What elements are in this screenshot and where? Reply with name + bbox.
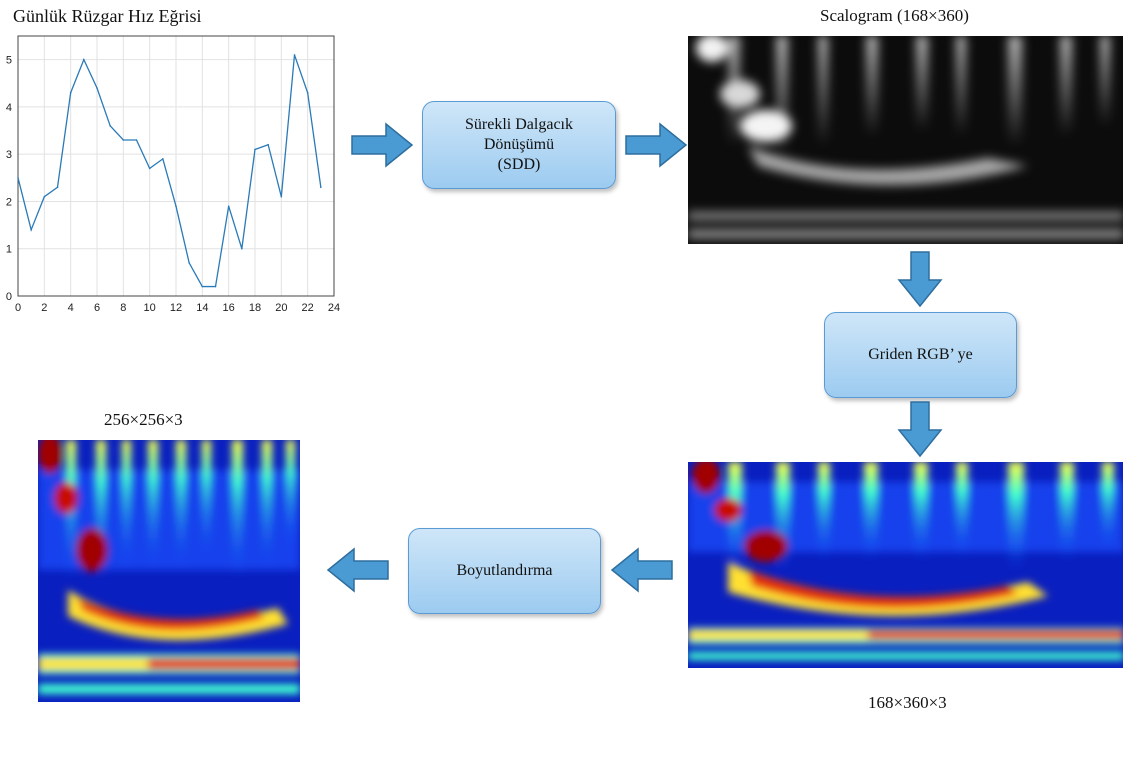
x-tick-label: 20 bbox=[275, 302, 287, 314]
resized-size-caption: 256×256×3 bbox=[104, 410, 183, 429]
data-point bbox=[17, 177, 19, 179]
x-tick-label: 8 bbox=[120, 302, 126, 314]
data-point bbox=[122, 139, 125, 141]
x-tick-label: 24 bbox=[328, 302, 340, 314]
arrow-left-icon bbox=[610, 547, 673, 593]
arrow-right-icon bbox=[625, 122, 688, 168]
plot-frame bbox=[17, 35, 335, 297]
grayscale-scalogram-image bbox=[688, 36, 1123, 244]
y-tick-label: 1 bbox=[6, 244, 12, 256]
x-tick-label: 14 bbox=[196, 302, 208, 314]
x-tick-label: 0 bbox=[15, 302, 21, 314]
arrow-down-icon bbox=[897, 401, 943, 458]
wind-speed-series-line bbox=[17, 54, 322, 288]
rgb-size-caption: 168×360×3 bbox=[868, 693, 947, 712]
data-point bbox=[201, 285, 204, 288]
data-point bbox=[56, 186, 59, 189]
data-point bbox=[109, 125, 111, 127]
cwt-label-line2: Dönüşümü bbox=[483, 136, 555, 153]
y-tick-label: 3 bbox=[6, 149, 12, 161]
rgb-scalogram-image bbox=[688, 462, 1123, 668]
arrow-left-icon bbox=[326, 547, 389, 593]
data-point bbox=[188, 262, 190, 264]
data-point bbox=[241, 247, 243, 250]
data-point bbox=[83, 58, 85, 61]
data-point bbox=[320, 186, 322, 189]
data-point bbox=[214, 285, 217, 288]
data-point bbox=[306, 91, 309, 94]
x-tick-label: 4 bbox=[68, 302, 74, 314]
data-point bbox=[254, 148, 256, 151]
resize-node: Boyutlandırma bbox=[408, 528, 601, 614]
y-tick-label: 5 bbox=[6, 55, 12, 67]
data-point bbox=[227, 205, 230, 207]
cwt-label-line1: Sürekli Dalgacık bbox=[465, 116, 573, 133]
arrow-down-icon bbox=[897, 251, 943, 308]
x-tick-label: 2 bbox=[41, 302, 47, 314]
chart-title: Günlük Rüzgar Hız Eğrisi bbox=[13, 6, 202, 26]
data-point bbox=[162, 158, 164, 160]
x-tick-label: 12 bbox=[170, 302, 182, 314]
data-point bbox=[280, 195, 283, 198]
cwt-label-line3: (SDD) bbox=[497, 156, 541, 173]
data-point bbox=[43, 195, 46, 198]
y-tick-label: 4 bbox=[6, 102, 12, 114]
x-tick-label: 6 bbox=[94, 302, 100, 314]
data-point bbox=[175, 205, 177, 207]
y-tick-label: 0 bbox=[6, 291, 12, 303]
data-point bbox=[30, 229, 32, 231]
data-point bbox=[69, 91, 72, 94]
arrow-right-icon bbox=[351, 122, 414, 168]
data-point bbox=[135, 139, 138, 141]
scalogram-title: Scalogram (168×360) bbox=[820, 6, 969, 25]
x-tick-label: 22 bbox=[302, 302, 314, 314]
data-point bbox=[267, 143, 269, 146]
cwt-node: Sürekli Dalgacık Dönüşümü (SDD) bbox=[422, 101, 616, 189]
y-tick-label: 2 bbox=[6, 196, 12, 208]
data-point bbox=[293, 54, 296, 56]
resize-label: Boyutlandırma bbox=[456, 562, 553, 579]
x-tick-label: 18 bbox=[249, 302, 261, 314]
x-tick-label: 16 bbox=[223, 302, 235, 314]
data-point bbox=[96, 87, 98, 89]
resized-rgb-image bbox=[38, 440, 300, 702]
data-point bbox=[148, 167, 151, 170]
gray-to-rgb-label: Griden RGB’ ye bbox=[868, 346, 973, 363]
x-tick-label: 10 bbox=[144, 302, 156, 314]
gray-to-rgb-node: Griden RGB’ ye bbox=[824, 312, 1017, 398]
